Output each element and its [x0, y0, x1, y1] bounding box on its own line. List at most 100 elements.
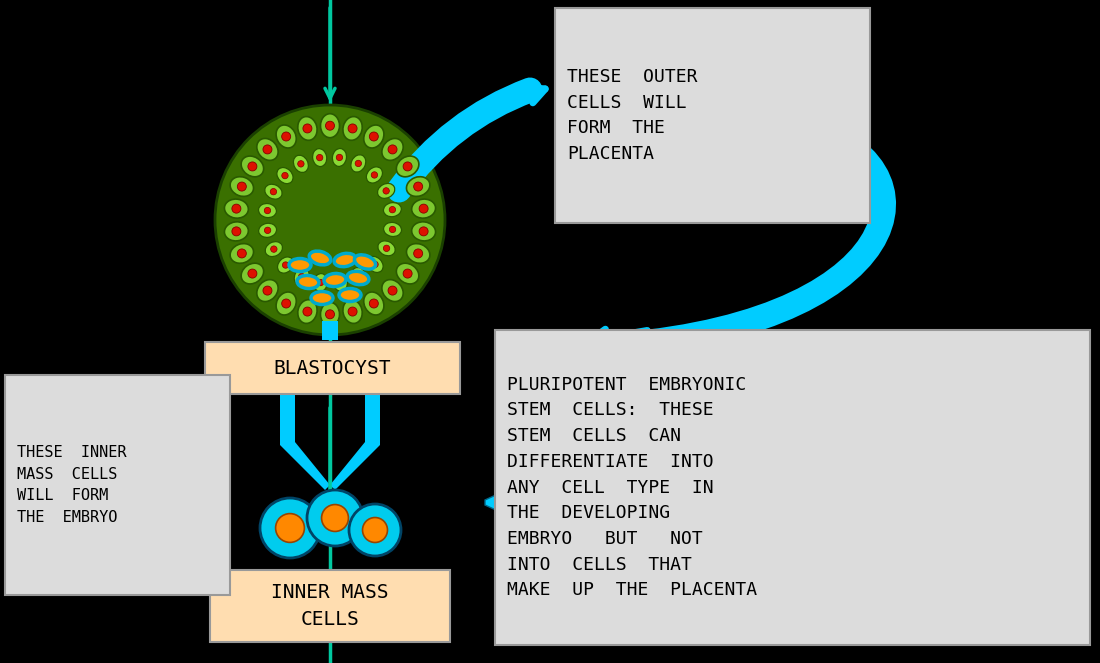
Polygon shape: [322, 321, 338, 340]
Ellipse shape: [411, 222, 436, 241]
Circle shape: [271, 246, 277, 253]
FancyBboxPatch shape: [547, 469, 575, 503]
Circle shape: [263, 286, 272, 295]
Ellipse shape: [320, 302, 340, 326]
Circle shape: [282, 132, 290, 141]
Circle shape: [389, 206, 396, 213]
FancyBboxPatch shape: [205, 342, 460, 394]
Ellipse shape: [364, 125, 384, 148]
Circle shape: [302, 124, 312, 133]
Ellipse shape: [367, 257, 383, 272]
Polygon shape: [280, 375, 330, 490]
Ellipse shape: [258, 223, 276, 237]
Text: THESE  INNER
MASS  CELLS
WILL  FORM
THE  EMBRYO: THESE INNER MASS CELLS WILL FORM THE EMB…: [16, 445, 126, 525]
Ellipse shape: [343, 300, 362, 324]
FancyBboxPatch shape: [210, 570, 450, 642]
Ellipse shape: [352, 268, 366, 285]
Ellipse shape: [265, 241, 283, 257]
Ellipse shape: [265, 184, 282, 199]
Polygon shape: [330, 375, 380, 490]
Circle shape: [214, 105, 446, 335]
Circle shape: [282, 299, 290, 308]
Circle shape: [282, 172, 288, 179]
Circle shape: [349, 504, 402, 556]
Circle shape: [248, 162, 257, 171]
Circle shape: [370, 132, 378, 141]
Ellipse shape: [351, 154, 366, 172]
Ellipse shape: [324, 273, 346, 286]
Circle shape: [264, 208, 271, 213]
Text: THESE  OUTER
CELLS  WILL
FORM  THE
PLACENTA: THESE OUTER CELLS WILL FORM THE PLACENTA: [566, 68, 697, 163]
Text: INNER MASS
CELLS: INNER MASS CELLS: [272, 583, 388, 629]
Circle shape: [403, 269, 412, 278]
Ellipse shape: [332, 149, 346, 166]
FancyBboxPatch shape: [6, 375, 230, 595]
Circle shape: [283, 262, 289, 269]
Circle shape: [264, 227, 271, 233]
Ellipse shape: [277, 168, 293, 184]
Ellipse shape: [312, 149, 327, 166]
Ellipse shape: [378, 241, 395, 256]
Circle shape: [302, 307, 312, 316]
Ellipse shape: [230, 177, 253, 196]
Ellipse shape: [343, 117, 362, 141]
Circle shape: [238, 182, 246, 191]
Circle shape: [419, 204, 428, 213]
Ellipse shape: [320, 113, 340, 138]
Circle shape: [384, 245, 389, 251]
Ellipse shape: [377, 184, 395, 198]
Ellipse shape: [382, 139, 404, 160]
Circle shape: [363, 518, 387, 542]
FancyBboxPatch shape: [495, 330, 1090, 645]
Circle shape: [326, 121, 334, 130]
Circle shape: [337, 154, 343, 160]
Ellipse shape: [366, 167, 383, 183]
Circle shape: [403, 162, 412, 171]
Circle shape: [260, 498, 320, 558]
Ellipse shape: [241, 156, 264, 177]
Ellipse shape: [396, 156, 419, 177]
Ellipse shape: [297, 275, 319, 288]
Circle shape: [371, 172, 377, 178]
Circle shape: [232, 227, 241, 236]
Ellipse shape: [364, 292, 384, 315]
Circle shape: [388, 286, 397, 295]
Ellipse shape: [298, 117, 317, 141]
Circle shape: [238, 249, 246, 258]
Ellipse shape: [241, 263, 264, 284]
Circle shape: [356, 273, 362, 279]
Ellipse shape: [294, 268, 309, 285]
Ellipse shape: [309, 251, 331, 265]
Circle shape: [370, 299, 378, 308]
Circle shape: [348, 307, 358, 316]
Circle shape: [414, 249, 422, 258]
Ellipse shape: [230, 243, 253, 263]
Ellipse shape: [224, 222, 249, 241]
Ellipse shape: [396, 263, 419, 284]
Ellipse shape: [224, 199, 249, 218]
Ellipse shape: [298, 300, 317, 324]
Circle shape: [389, 226, 396, 233]
Circle shape: [232, 204, 241, 213]
Circle shape: [317, 279, 323, 286]
Polygon shape: [485, 470, 570, 535]
Ellipse shape: [339, 288, 361, 302]
Ellipse shape: [333, 273, 348, 291]
Ellipse shape: [314, 274, 328, 292]
Ellipse shape: [277, 257, 294, 273]
Circle shape: [271, 188, 276, 195]
Ellipse shape: [407, 243, 430, 263]
Circle shape: [372, 261, 378, 268]
Ellipse shape: [411, 199, 436, 218]
Ellipse shape: [348, 271, 369, 284]
Circle shape: [321, 505, 349, 532]
Circle shape: [276, 514, 305, 542]
Circle shape: [298, 273, 305, 280]
Circle shape: [317, 154, 323, 161]
Circle shape: [388, 145, 397, 154]
Text: BLASTOCYST: BLASTOCYST: [274, 359, 392, 377]
FancyBboxPatch shape: [556, 8, 870, 223]
Text: PLURIPOTENT  EMBRYONIC
STEM  CELLS:  THESE
STEM  CELLS  CAN
DIFFERENTIATE  INTO
: PLURIPOTENT EMBRYONIC STEM CELLS: THESE …: [507, 376, 757, 599]
Ellipse shape: [384, 203, 402, 217]
Circle shape: [337, 279, 343, 286]
